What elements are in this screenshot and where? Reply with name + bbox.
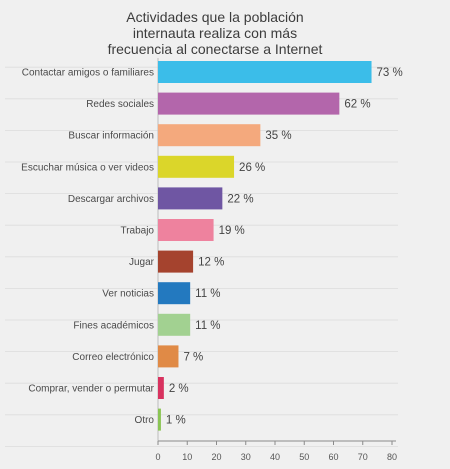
x-tick-label: 80 bbox=[387, 452, 397, 462]
value-label: 19 % bbox=[219, 225, 245, 237]
value-label: 11 % bbox=[195, 320, 220, 332]
value-label: 11 % bbox=[195, 288, 220, 300]
category-label: Ver noticias bbox=[102, 289, 154, 300]
bar bbox=[158, 155, 235, 178]
category-label: Otro bbox=[135, 415, 155, 426]
value-label: 26 % bbox=[239, 162, 265, 174]
value-labels: 73 % 62 % 35 % 26 % 22 % 19 % 12 % 11 % 11 % 7 % 2… bbox=[166, 67, 403, 427]
category-label: Escuchar música o ver videos bbox=[21, 162, 154, 173]
category-labels: Contactar amigos o familiares Redes socia… bbox=[21, 68, 155, 427]
bar bbox=[158, 408, 161, 431]
category-label: Trabajo bbox=[120, 226, 154, 237]
x-tick-label: 20 bbox=[211, 452, 221, 462]
value-label: 22 % bbox=[227, 193, 253, 205]
chart-title-line: frecuencia al conectarse a Internet bbox=[108, 41, 323, 57]
bar bbox=[158, 282, 191, 305]
x-tick-label: 70 bbox=[358, 452, 368, 462]
category-label: Correo electrónico bbox=[72, 352, 154, 363]
value-label: 12 % bbox=[198, 257, 224, 269]
x-tick-label: 0 bbox=[155, 452, 160, 462]
x-axis: 0 10 20 30 40 50 60 70 80 bbox=[155, 440, 397, 462]
category-label: Contactar amigos o familiares bbox=[22, 68, 154, 79]
x-tick-label: 60 bbox=[328, 452, 338, 462]
x-tick-label: 30 bbox=[241, 452, 251, 462]
bar bbox=[158, 377, 164, 399]
bar bbox=[158, 124, 261, 147]
bar bbox=[158, 219, 214, 241]
category-label: Comprar, vender o permutar bbox=[28, 384, 154, 395]
chart-title-line: internauta realiza con más bbox=[133, 25, 297, 41]
value-label: 7 % bbox=[183, 351, 203, 363]
bar bbox=[158, 313, 191, 336]
bar bbox=[158, 250, 194, 273]
x-tick-label: 50 bbox=[299, 452, 309, 462]
value-label: 62 % bbox=[344, 99, 370, 111]
category-label: Fines académicos bbox=[73, 320, 154, 331]
category-label: Jugar bbox=[129, 257, 155, 268]
value-label: 2 % bbox=[169, 383, 189, 395]
category-label: Descargar archivos bbox=[68, 194, 154, 205]
value-label: 73 % bbox=[377, 67, 403, 79]
category-label: Buscar información bbox=[68, 131, 154, 142]
value-label: 35 % bbox=[265, 130, 291, 142]
bar bbox=[158, 92, 340, 115]
category-label: Redes sociales bbox=[86, 99, 154, 110]
chart-title-line: Actividades que la población bbox=[126, 9, 303, 25]
bar bbox=[158, 61, 372, 83]
bar bbox=[158, 187, 223, 210]
x-tick-label: 10 bbox=[182, 452, 192, 462]
x-tick-label: 40 bbox=[270, 452, 280, 462]
bar bbox=[158, 345, 179, 368]
bars bbox=[158, 61, 372, 431]
value-label: 1 % bbox=[166, 415, 186, 427]
